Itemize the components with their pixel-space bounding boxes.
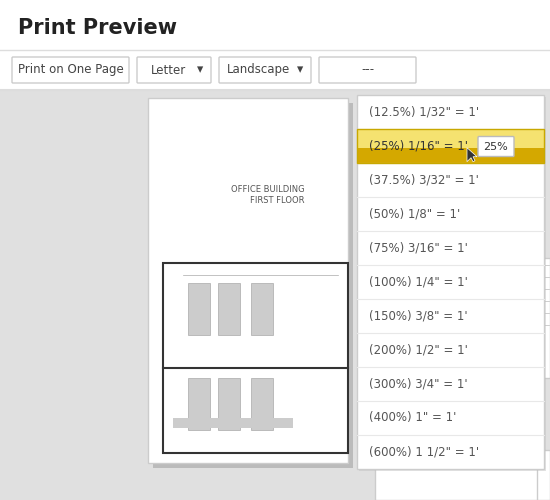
Text: (25%) 1/16" = 1': (25%) 1/16" = 1' [369,140,468,152]
FancyBboxPatch shape [137,57,211,83]
Text: Landscape: Landscape [227,64,290,76]
Text: Letter: Letter [150,64,186,76]
FancyBboxPatch shape [537,450,550,500]
FancyBboxPatch shape [188,378,210,430]
FancyBboxPatch shape [251,378,273,430]
FancyBboxPatch shape [218,378,240,430]
FancyBboxPatch shape [12,57,129,83]
Text: OFFICE BUILDING
FIRST FLOOR: OFFICE BUILDING FIRST FLOOR [232,184,305,206]
FancyBboxPatch shape [0,90,550,500]
Text: (200%) 1/2" = 1': (200%) 1/2" = 1' [369,344,468,356]
Text: (37.5%) 3/32" = 1': (37.5%) 3/32" = 1' [369,174,479,186]
FancyBboxPatch shape [251,283,273,335]
Text: (600%) 1 1/2" = 1': (600%) 1 1/2" = 1' [369,446,479,458]
FancyBboxPatch shape [173,418,293,428]
FancyBboxPatch shape [153,103,353,468]
Text: (400%) 1" = 1': (400%) 1" = 1' [369,412,456,424]
Text: (300%) 3/4" = 1': (300%) 3/4" = 1' [369,378,468,390]
Text: 25%: 25% [483,142,508,152]
Text: ▾: ▾ [297,64,303,76]
FancyBboxPatch shape [357,129,544,148]
FancyBboxPatch shape [218,283,240,335]
FancyBboxPatch shape [188,283,210,335]
FancyBboxPatch shape [148,98,348,463]
FancyBboxPatch shape [219,57,311,83]
FancyBboxPatch shape [357,148,544,163]
Polygon shape [467,148,477,162]
Text: (75%) 3/16" = 1': (75%) 3/16" = 1' [369,242,468,254]
FancyBboxPatch shape [478,136,514,156]
FancyBboxPatch shape [0,50,550,90]
FancyBboxPatch shape [163,263,348,453]
FancyBboxPatch shape [0,0,550,50]
Text: ---: --- [361,64,374,76]
FancyBboxPatch shape [359,97,546,471]
Text: (100%) 1/4" = 1': (100%) 1/4" = 1' [369,276,468,288]
Text: (12.5%) 1/32" = 1': (12.5%) 1/32" = 1' [369,106,479,118]
Text: Print Preview: Print Preview [18,18,177,38]
FancyBboxPatch shape [319,57,416,83]
Text: (150%) 3/8" = 1': (150%) 3/8" = 1' [369,310,468,322]
FancyBboxPatch shape [537,258,550,378]
FancyBboxPatch shape [357,95,544,469]
Text: (50%) 1/8" = 1': (50%) 1/8" = 1' [369,208,460,220]
FancyBboxPatch shape [375,463,550,500]
Text: ▾: ▾ [197,64,203,76]
Text: PRIVACY: PRIVACY [238,270,258,274]
Text: Print on One Page: Print on One Page [18,64,123,76]
